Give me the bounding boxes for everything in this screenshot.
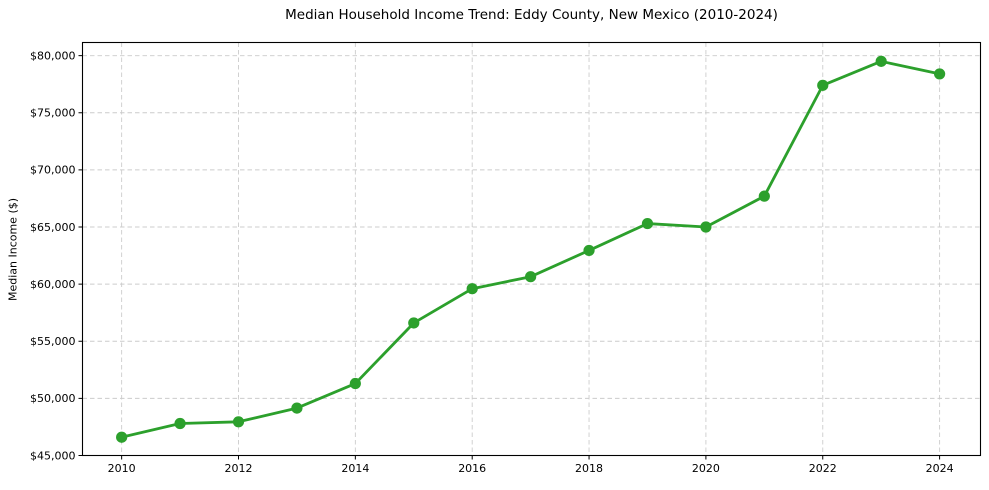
data-point-marker <box>232 416 245 428</box>
x-tick-label: 2010 <box>108 462 136 475</box>
axes-spines <box>81 41 982 457</box>
data-point-marker <box>875 55 887 67</box>
x-tick-label: 2016 <box>458 462 486 475</box>
y-tick-label: $45,000 <box>30 449 76 462</box>
data-point-marker <box>349 377 361 390</box>
data-point-marker <box>116 431 128 443</box>
data-point-marker <box>641 217 654 230</box>
data-point-marker <box>817 79 829 91</box>
x-tick-label: 2014 <box>341 462 369 475</box>
y-tick-label: $55,000 <box>30 335 76 348</box>
data-point-marker <box>525 271 537 283</box>
data-point-marker <box>408 317 420 329</box>
data-point-marker <box>758 190 770 202</box>
x-tick-label: 2020 <box>692 462 720 475</box>
data-point-marker <box>291 402 303 414</box>
data-point-marker <box>174 417 186 430</box>
y-tick-label: $65,000 <box>30 221 76 234</box>
data-point-marker <box>466 283 478 295</box>
chart-title: Median Household Income Trend: Eddy Coun… <box>285 7 778 23</box>
y-tick-label: $60,000 <box>30 278 76 291</box>
x-tick-label: 2012 <box>224 462 252 475</box>
y-tick-label: $75,000 <box>30 107 76 120</box>
y-tick-label: $80,000 <box>30 49 76 62</box>
data-point-marker <box>700 221 712 233</box>
x-tick-label: 2022 <box>809 462 837 475</box>
data-point-marker <box>934 68 946 80</box>
data-point-marker <box>583 244 595 257</box>
x-tick-label: 2024 <box>926 462 954 475</box>
x-tick-label: 2018 <box>575 462 603 475</box>
y-tick-label: $70,000 <box>30 164 76 177</box>
y-tick-label: $50,000 <box>30 392 76 405</box>
series-line <box>120 59 942 439</box>
